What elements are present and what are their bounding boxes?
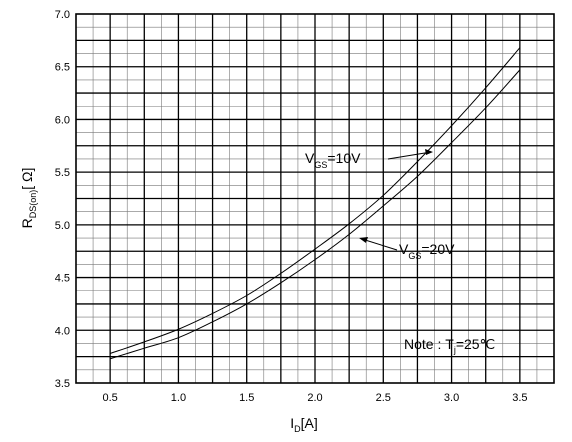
y-tick-label: 3.5 [55, 378, 70, 390]
x-axis-title: ID[A] [290, 415, 318, 434]
y-tick-label: 7.0 [55, 9, 70, 21]
svg-text:VGS=10V: VGS=10V [305, 150, 361, 170]
series-layer [109, 47, 521, 360]
series-label-vgs10: VGS=10V [305, 149, 433, 170]
y-axis-title-sub: DS(on) [28, 190, 38, 219]
x-tick-label: 1.5 [239, 392, 254, 404]
series-label-vgs20-main: V [399, 241, 409, 257]
y-axis-title-unit: [ Ω] [19, 168, 35, 190]
x-tick-label: 0.5 [102, 392, 117, 404]
series-label-vgs10-arrowhead [425, 149, 433, 155]
y-tick-labels: 3.5 4.0 4.5 5.0 5.5 6.0 6.5 7.0 [55, 9, 70, 390]
y-tick-label: 6.5 [55, 62, 70, 74]
x-tick-label: 3.5 [512, 392, 527, 404]
note-sub: j [453, 345, 456, 355]
plot-frame [75, 13, 555, 384]
series-line-vgs20 [109, 69, 521, 360]
series-label-vgs20-arrowhead [359, 237, 368, 243]
y-tick-label: 6.0 [55, 114, 70, 126]
note-main: T [445, 336, 454, 352]
x-tick-label: 3.0 [444, 392, 459, 404]
x-tick-label: 2.5 [376, 392, 391, 404]
y-tick-label: 5.0 [55, 220, 70, 232]
x-axis-title-sub: D [294, 424, 301, 434]
series-label-vgs20: VGS=20V [359, 237, 455, 261]
x-tick-label: 2.0 [307, 392, 322, 404]
series-label-vgs10-main: V [305, 150, 315, 166]
y-tick-label: 5.5 [55, 167, 70, 179]
svg-text:VGS=20V: VGS=20V [399, 241, 455, 261]
y-tick-label: 4.5 [55, 273, 70, 285]
x-tick-labels: 0.5 1.0 1.5 2.0 2.5 3.0 3.5 [102, 392, 527, 404]
x-axis-title-unit: [A] [301, 415, 318, 431]
note-prefix: Note : [404, 336, 445, 352]
series-label-vgs20-sub: GS [408, 251, 421, 261]
x-axis-title-main: I [290, 415, 294, 431]
note-value: =25℃ [456, 336, 495, 352]
series-label-vgs20-arrow [361, 238, 398, 251]
x-tick-label: 1.0 [171, 392, 186, 404]
series-label-vgs10-sub: GS [314, 160, 327, 170]
note-annotation: Note : Tj=25℃ [404, 336, 495, 355]
y-tick-label: 4.0 [55, 325, 70, 337]
series-label-vgs10-arrow [387, 151, 432, 160]
y-axis-title: RDS(on)[ Ω] [19, 168, 38, 229]
major-grid [76, 14, 554, 383]
series-label-vgs20-val: =20V [421, 241, 455, 257]
series-label-vgs10-val: =10V [327, 150, 361, 166]
y-axis-title-main: R [19, 218, 35, 228]
series-line-vgs10 [109, 47, 521, 354]
